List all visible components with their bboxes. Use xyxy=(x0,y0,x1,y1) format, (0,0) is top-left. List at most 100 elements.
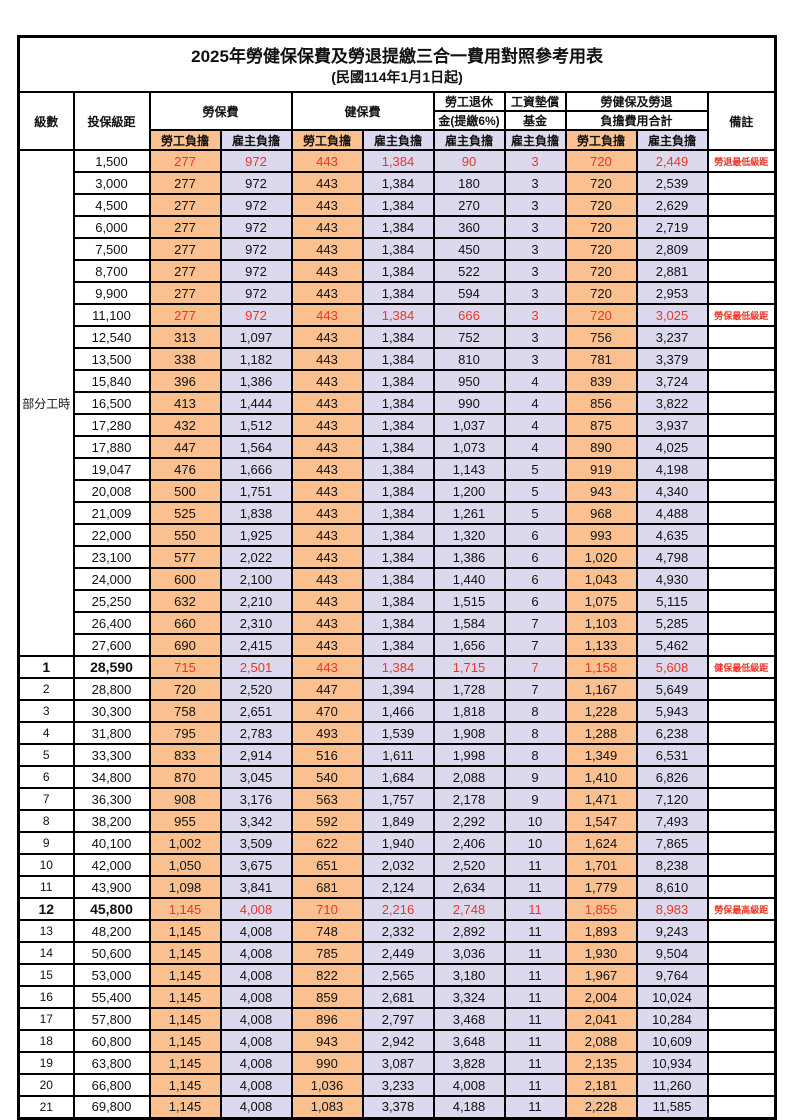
value-cell: 443 xyxy=(290,545,364,569)
value-cell: 11 xyxy=(503,985,567,1009)
value-cell: 11 xyxy=(503,897,567,921)
header-pension-employer-share: 雇主負擔 xyxy=(432,129,506,151)
value-cell: 1,584 xyxy=(432,611,506,635)
header-wage-fund-line2: 基金 xyxy=(503,110,567,131)
value-cell: 277 xyxy=(148,259,222,283)
value-cell: 2,881 xyxy=(635,259,709,283)
table-row: 3,000 277 972 443 1,384 180 3 720 2,539 xyxy=(19,171,777,195)
value-cell: 4,008 xyxy=(219,1029,293,1053)
salary-bracket-cell: 66,800 xyxy=(72,1073,151,1097)
grade-cell: 16 xyxy=(17,985,75,1009)
value-cell: 11 xyxy=(503,875,567,899)
value-cell: 972 xyxy=(219,237,293,261)
value-cell: 1,182 xyxy=(219,347,293,371)
remark-cell xyxy=(706,347,777,371)
value-cell: 493 xyxy=(290,721,364,745)
value-cell: 2,681 xyxy=(361,985,435,1009)
value-cell: 1,145 xyxy=(148,1095,222,1119)
value-cell: 277 xyxy=(148,149,222,173)
value-cell: 3,324 xyxy=(432,985,506,1009)
value-cell: 2,942 xyxy=(361,1029,435,1053)
value-cell: 1,384 xyxy=(361,391,435,415)
value-cell: 2,539 xyxy=(635,171,709,195)
value-cell: 1,384 xyxy=(361,237,435,261)
remark-cell xyxy=(706,853,777,877)
table-row: 11,100 277 972 443 1,384 666 3 720 3,025 勞保最低級距 xyxy=(19,303,777,327)
remark-cell xyxy=(706,941,777,965)
value-cell: 810 xyxy=(432,347,506,371)
value-cell: 3 xyxy=(503,325,567,349)
value-cell: 450 xyxy=(432,237,506,261)
value-cell: 1,386 xyxy=(432,545,506,569)
remark-cell xyxy=(706,391,777,415)
salary-bracket-cell: 50,600 xyxy=(72,941,151,965)
value-cell: 5,115 xyxy=(635,589,709,613)
value-cell: 4,635 xyxy=(635,523,709,547)
value-cell: 4,008 xyxy=(219,985,293,1009)
value-cell: 1,512 xyxy=(219,413,293,437)
value-cell: 500 xyxy=(148,479,222,503)
value-cell: 413 xyxy=(148,391,222,415)
value-cell: 10,934 xyxy=(635,1051,709,1075)
grade-cell: 10 xyxy=(17,853,75,877)
value-cell: 1,384 xyxy=(361,435,435,459)
remark-cell xyxy=(706,809,777,833)
salary-bracket-cell: 33,300 xyxy=(72,743,151,767)
value-cell: 972 xyxy=(219,281,293,305)
value-cell: 6,826 xyxy=(635,765,709,789)
salary-bracket-cell: 23,100 xyxy=(72,545,151,569)
table-row: 13,500 338 1,182 443 1,384 810 3 781 3,379 xyxy=(19,347,777,371)
value-cell: 1,037 xyxy=(432,413,506,437)
table-row: 1 28,590 715 2,501 443 1,384 1,715 7 1,158 5,608 健… xyxy=(17,655,777,679)
premium-table: 2025年勞健保保費及勞退提繳三合一費用對照參考用表 (民國114年1月1日起)… xyxy=(17,35,778,1120)
value-cell: 651 xyxy=(290,853,364,877)
value-cell: 5 xyxy=(503,479,567,503)
value-cell: 2,292 xyxy=(432,809,506,833)
value-cell: 443 xyxy=(290,435,364,459)
value-cell: 396 xyxy=(148,369,222,393)
value-cell: 3,822 xyxy=(635,391,709,415)
salary-bracket-cell: 21,009 xyxy=(72,501,151,525)
value-cell: 972 xyxy=(219,171,293,195)
table-row: 6 34,800 870 3,045 540 1,684 2,088 9 1,410 6,826 xyxy=(17,765,777,789)
value-cell: 8,238 xyxy=(635,853,709,877)
value-cell: 600 xyxy=(148,567,222,591)
value-cell: 577 xyxy=(148,545,222,569)
salary-bracket-cell: 13,500 xyxy=(72,347,151,371)
table-row: 15,840 396 1,386 443 1,384 950 4 839 3,724 xyxy=(19,369,777,393)
value-cell: 720 xyxy=(564,193,638,217)
value-cell: 1,145 xyxy=(148,1029,222,1053)
remark-cell xyxy=(706,919,777,943)
remark-cell xyxy=(706,985,777,1009)
salary-bracket-cell: 19,047 xyxy=(72,457,151,481)
value-cell: 1,043 xyxy=(564,567,638,591)
value-cell: 1,930 xyxy=(564,941,638,965)
value-cell: 5,608 xyxy=(635,655,709,679)
value-cell: 2,953 xyxy=(635,281,709,305)
table-row: 7 36,300 908 3,176 563 1,757 2,178 9 1,471 7,120 xyxy=(17,787,777,811)
value-cell: 1,384 xyxy=(361,589,435,613)
value-cell: 3 xyxy=(503,237,567,261)
value-cell: 1,145 xyxy=(148,897,222,921)
value-cell: 1,728 xyxy=(432,677,506,701)
value-cell: 270 xyxy=(432,193,506,217)
value-cell: 277 xyxy=(148,237,222,261)
table-row: 6,000 277 972 443 1,384 360 3 720 2,719 xyxy=(19,215,777,239)
value-cell: 890 xyxy=(564,435,638,459)
salary-bracket-cell: 8,700 xyxy=(72,259,151,283)
value-cell: 563 xyxy=(290,787,364,811)
value-cell: 11,585 xyxy=(635,1095,709,1119)
value-cell: 8 xyxy=(503,721,567,745)
value-cell: 4 xyxy=(503,435,567,459)
table-row: 7,500 277 972 443 1,384 450 3 720 2,809 xyxy=(19,237,777,261)
value-cell: 715 xyxy=(148,655,222,679)
value-cell: 1,083 xyxy=(290,1095,364,1119)
value-cell: 11 xyxy=(503,1007,567,1031)
value-cell: 443 xyxy=(290,149,364,173)
value-cell: 443 xyxy=(290,567,364,591)
table-row: 19 63,800 1,145 4,008 990 3,087 3,828 11 2,135 10… xyxy=(17,1051,777,1075)
value-cell: 1,838 xyxy=(219,501,293,525)
value-cell: 443 xyxy=(290,457,364,481)
table-row: 20 66,800 1,145 4,008 1,036 3,233 4,008 11 2,181… xyxy=(17,1073,777,1097)
value-cell: 758 xyxy=(148,699,222,723)
